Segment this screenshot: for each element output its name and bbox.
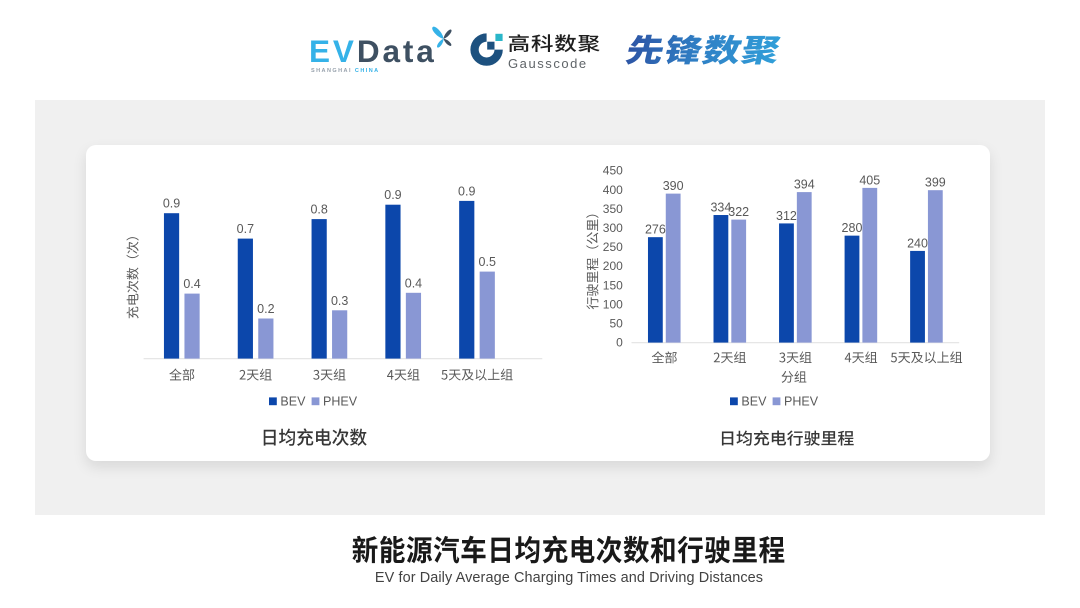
svg-text:0.2: 0.2 (257, 302, 274, 316)
svg-text:390: 390 (663, 179, 684, 193)
svg-text:PHEV: PHEV (323, 395, 358, 409)
svg-text:0.9: 0.9 (458, 184, 475, 198)
svg-text:280: 280 (842, 221, 863, 235)
svg-text:100: 100 (603, 297, 623, 311)
svg-text:PHEV: PHEV (784, 395, 819, 409)
svg-text:200: 200 (603, 259, 623, 273)
svg-text:322: 322 (728, 205, 749, 219)
svg-text:0.7: 0.7 (237, 222, 254, 236)
svg-text:0: 0 (616, 336, 623, 350)
svg-text:0.8: 0.8 (310, 203, 327, 217)
svg-text:400: 400 (603, 183, 623, 197)
svg-text:399: 399 (925, 176, 946, 190)
svg-text:0.4: 0.4 (183, 277, 200, 291)
svg-text:0.5: 0.5 (479, 255, 496, 269)
svg-text:50: 50 (609, 317, 623, 331)
svg-text:300: 300 (603, 221, 623, 235)
svg-text:450: 450 (603, 164, 623, 178)
svg-text:394: 394 (794, 178, 815, 192)
svg-text:0.9: 0.9 (384, 188, 401, 202)
svg-text:0.4: 0.4 (405, 276, 422, 290)
svg-text:BEV: BEV (280, 395, 306, 409)
svg-text:0.3: 0.3 (331, 294, 348, 308)
svg-text:334: 334 (710, 200, 731, 214)
svg-text:350: 350 (603, 202, 623, 216)
svg-text:0.9: 0.9 (163, 197, 180, 211)
svg-text:250: 250 (603, 240, 623, 254)
svg-text:150: 150 (603, 278, 623, 292)
svg-text:312: 312 (776, 209, 797, 223)
svg-text:240: 240 (907, 236, 928, 250)
svg-text:276: 276 (645, 223, 666, 237)
svg-text:BEV: BEV (741, 395, 767, 409)
svg-text:405: 405 (859, 173, 880, 187)
